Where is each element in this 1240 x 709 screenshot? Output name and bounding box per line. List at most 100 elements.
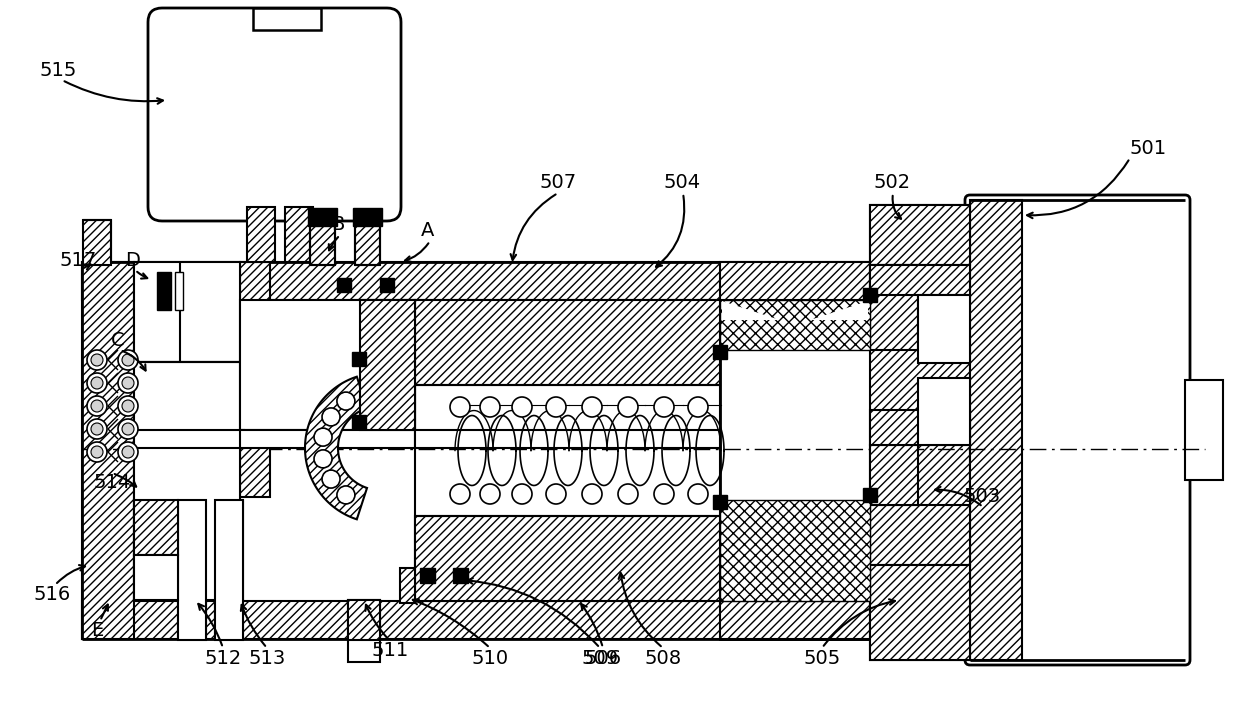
Bar xyxy=(134,300,872,601)
Polygon shape xyxy=(720,500,870,601)
Text: 503: 503 xyxy=(963,488,1001,506)
Circle shape xyxy=(91,377,103,389)
Text: 516: 516 xyxy=(33,586,71,605)
Bar xyxy=(134,262,241,362)
Bar xyxy=(355,213,379,265)
Circle shape xyxy=(546,397,565,417)
Bar xyxy=(82,601,872,639)
Text: 512: 512 xyxy=(205,649,242,667)
Polygon shape xyxy=(810,301,868,320)
Circle shape xyxy=(582,484,601,504)
Bar xyxy=(720,601,870,639)
Circle shape xyxy=(450,484,470,504)
Bar xyxy=(310,213,335,265)
Bar xyxy=(241,430,415,448)
Circle shape xyxy=(314,450,332,468)
Bar xyxy=(353,208,382,226)
Bar xyxy=(870,445,918,505)
Bar xyxy=(1185,380,1223,480)
Circle shape xyxy=(322,470,340,488)
Bar xyxy=(870,265,970,295)
Bar xyxy=(401,568,415,603)
Bar xyxy=(241,422,270,497)
Text: 508: 508 xyxy=(645,649,682,667)
Circle shape xyxy=(688,484,708,504)
Bar xyxy=(870,265,918,350)
Bar xyxy=(713,495,727,509)
Bar xyxy=(134,430,244,448)
Bar xyxy=(415,300,720,601)
Circle shape xyxy=(87,419,107,439)
Circle shape xyxy=(118,350,138,370)
Circle shape xyxy=(87,442,107,462)
Circle shape xyxy=(118,396,138,416)
Circle shape xyxy=(118,442,138,462)
Bar xyxy=(82,262,134,639)
Bar xyxy=(379,278,394,292)
Text: 501: 501 xyxy=(1130,138,1167,157)
FancyBboxPatch shape xyxy=(148,8,401,221)
Circle shape xyxy=(91,354,103,366)
Bar xyxy=(179,500,206,640)
Bar xyxy=(241,300,415,430)
Text: C: C xyxy=(112,330,125,350)
Bar xyxy=(82,262,872,300)
Bar xyxy=(870,505,970,565)
Bar xyxy=(863,488,877,502)
Bar xyxy=(415,300,720,385)
Bar xyxy=(453,568,467,583)
Circle shape xyxy=(480,397,500,417)
Bar xyxy=(134,555,179,600)
Text: 505: 505 xyxy=(804,649,841,667)
Bar xyxy=(720,262,870,639)
Text: 514: 514 xyxy=(93,474,130,493)
Bar xyxy=(870,205,970,660)
Text: 506: 506 xyxy=(584,649,621,667)
Circle shape xyxy=(91,423,103,435)
Circle shape xyxy=(546,484,565,504)
Circle shape xyxy=(314,428,332,446)
Circle shape xyxy=(512,397,532,417)
Bar xyxy=(415,516,720,601)
Text: 515: 515 xyxy=(40,60,77,79)
Bar xyxy=(247,207,275,262)
Circle shape xyxy=(91,400,103,412)
Bar xyxy=(415,430,720,448)
Bar xyxy=(352,415,366,429)
Circle shape xyxy=(618,397,639,417)
Bar xyxy=(918,295,970,363)
Bar xyxy=(175,272,184,310)
Bar xyxy=(970,200,1022,660)
Circle shape xyxy=(91,446,103,458)
Text: B: B xyxy=(331,216,345,235)
Circle shape xyxy=(118,419,138,439)
Circle shape xyxy=(653,397,675,417)
Bar xyxy=(918,378,970,445)
Text: 507: 507 xyxy=(539,174,577,193)
Bar xyxy=(308,208,337,226)
Bar xyxy=(360,300,415,430)
Text: 510: 510 xyxy=(471,649,508,667)
Circle shape xyxy=(87,373,107,393)
Text: 511: 511 xyxy=(371,642,409,661)
Circle shape xyxy=(582,397,601,417)
Circle shape xyxy=(653,484,675,504)
Polygon shape xyxy=(305,376,367,519)
Circle shape xyxy=(480,484,500,504)
Bar xyxy=(134,362,241,600)
Bar xyxy=(870,565,970,660)
Bar xyxy=(863,288,877,302)
Bar xyxy=(713,345,727,359)
Bar xyxy=(241,262,270,422)
Bar xyxy=(420,568,435,583)
Circle shape xyxy=(688,397,708,417)
Polygon shape xyxy=(722,301,780,320)
Bar xyxy=(348,600,379,640)
Text: 502: 502 xyxy=(873,174,910,193)
Bar xyxy=(720,262,870,300)
Circle shape xyxy=(618,484,639,504)
Bar xyxy=(352,352,366,366)
Circle shape xyxy=(122,446,134,458)
Bar xyxy=(134,500,179,555)
Bar xyxy=(337,278,351,292)
